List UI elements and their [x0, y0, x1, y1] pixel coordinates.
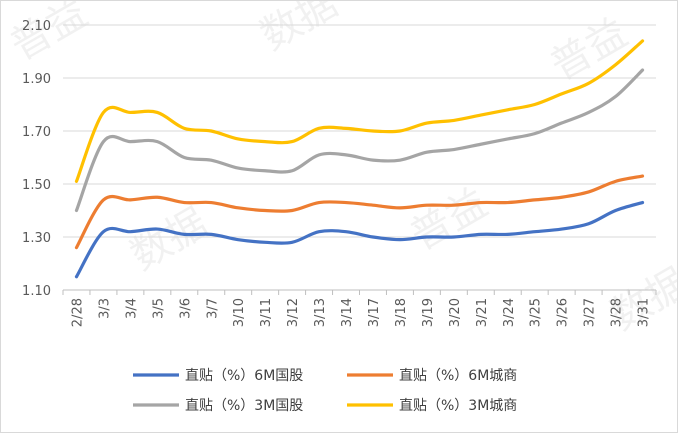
x-tick-label: 3/25: [529, 298, 544, 327]
watermark-text: 数据: [123, 200, 215, 280]
x-tick-label: 3/20: [448, 298, 463, 327]
series-line-1: [74, 200, 645, 279]
legend-label: 直贴（%）3M国股: [185, 397, 303, 414]
x-tick-label: 3/19: [421, 298, 436, 327]
series-line-2: [74, 174, 645, 250]
x-tick-label: 3/27: [583, 298, 598, 327]
x-tick-label: 3/12: [286, 298, 301, 327]
y-tick-label: 1.10: [22, 284, 51, 299]
series-line-3: [74, 68, 645, 213]
y-tick-label: 1.30: [22, 231, 51, 246]
x-tick-label: 3/10: [232, 298, 247, 327]
x-tick-label: 3/14: [340, 298, 355, 327]
x-tick-label: 3/28: [610, 298, 625, 327]
legend-label: 直贴（%）6M国股: [185, 367, 303, 384]
x-tick-label: 3/31: [637, 298, 652, 327]
x-tick-label: 3/24: [502, 298, 517, 327]
x-tick-label: 3/17: [367, 298, 382, 327]
x-tick-label: 3/13: [313, 298, 328, 327]
x-tick-label: 3/3: [97, 298, 112, 319]
watermark-text: 数据: [253, 1, 345, 60]
legend-label: 直贴（%）3M城商: [399, 397, 517, 414]
series-layer: [74, 39, 645, 279]
x-tick-label: 3/18: [394, 298, 409, 327]
x-tick-label: 3/21: [475, 298, 490, 327]
x-tick-label: 3/6: [178, 298, 193, 319]
legend-label: 直贴（%）6M城商: [399, 367, 517, 384]
x-tick-label: 3/4: [124, 298, 139, 319]
x-tick-label: 3/5: [151, 298, 166, 319]
x-tick-label: 3/7: [205, 298, 220, 319]
x-axis: 2/28 3/3 3/4 3/5 3/6 3/7 3/10 3/11 3/12 3/13 3/14 3…: [62, 289, 657, 327]
watermark-text: 普益: [403, 180, 495, 260]
y-tick-label: 1.50: [22, 178, 51, 193]
x-tick-label: 3/26: [556, 298, 571, 327]
x-tick-label: 3/11: [259, 298, 274, 327]
y-tick-label: 1.90: [22, 72, 51, 87]
x-tick-label: 2/28: [70, 298, 85, 327]
series-line-4: [74, 39, 645, 183]
watermark-text: 普益: [3, 1, 95, 70]
y-tick-label: 2.10: [22, 19, 51, 34]
y-axis: 1.10 1.30 1.50 1.70 1.90 2.10: [22, 19, 51, 299]
y-tick-label: 1.70: [22, 125, 51, 140]
